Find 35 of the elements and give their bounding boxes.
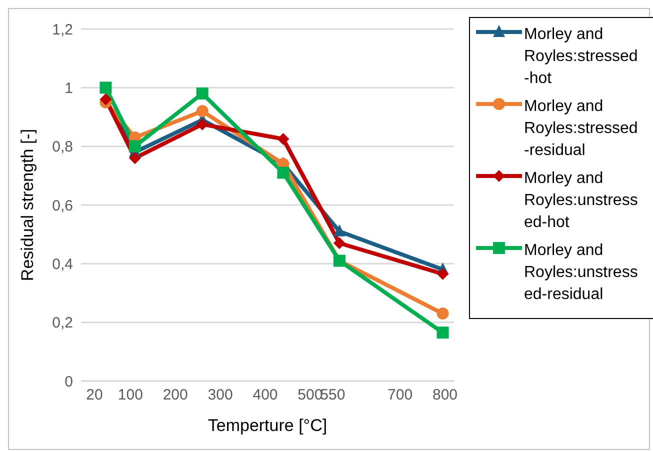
x-tick-label: 500 [298, 386, 323, 404]
y-tick-label: 1 [64, 80, 73, 97]
point [436, 268, 449, 280]
point [196, 105, 208, 118]
point [128, 152, 141, 164]
legend-label: Morley and Royles:unstressed-residual [524, 241, 639, 305]
point [196, 88, 208, 100]
point [277, 166, 290, 179]
legend-label: Morley and Royles:unstressed-hot [524, 169, 639, 233]
point [100, 82, 112, 94]
point [333, 237, 346, 250]
x-tick-label: 400 [252, 386, 278, 404]
x-tick-label: 100 [118, 386, 143, 404]
x-axis-title: Temperture [°C] [208, 416, 328, 435]
x-tick-label: 550 [320, 386, 346, 404]
point [436, 326, 449, 339]
y-tick-label: 0,2 [52, 314, 73, 332]
y-tick-label: 1,2 [52, 21, 73, 38]
x-tick-label: 300 [208, 386, 233, 404]
point [436, 308, 449, 320]
point [128, 140, 141, 152]
legend-label: Morley and Royles:stressed-hot [524, 25, 639, 89]
x-tick-label: 800 [432, 386, 458, 404]
y-tick-label: 0 [64, 373, 73, 390]
x-tick-label: 200 [162, 386, 188, 404]
y-tick-label: 0,8 [52, 138, 73, 156]
legend-label: Morley and Royles:stressed-residual [524, 97, 639, 161]
y-axis-title: Residual strength [-] [18, 128, 38, 282]
point [333, 224, 346, 236]
point [277, 133, 290, 145]
y-tick-label: 0,6 [52, 197, 73, 214]
y-tick-label: 0,4 [52, 256, 73, 273]
x-tick-label: 700 [388, 386, 413, 404]
x-tick-label: 20 [86, 386, 103, 404]
point [196, 118, 208, 130]
